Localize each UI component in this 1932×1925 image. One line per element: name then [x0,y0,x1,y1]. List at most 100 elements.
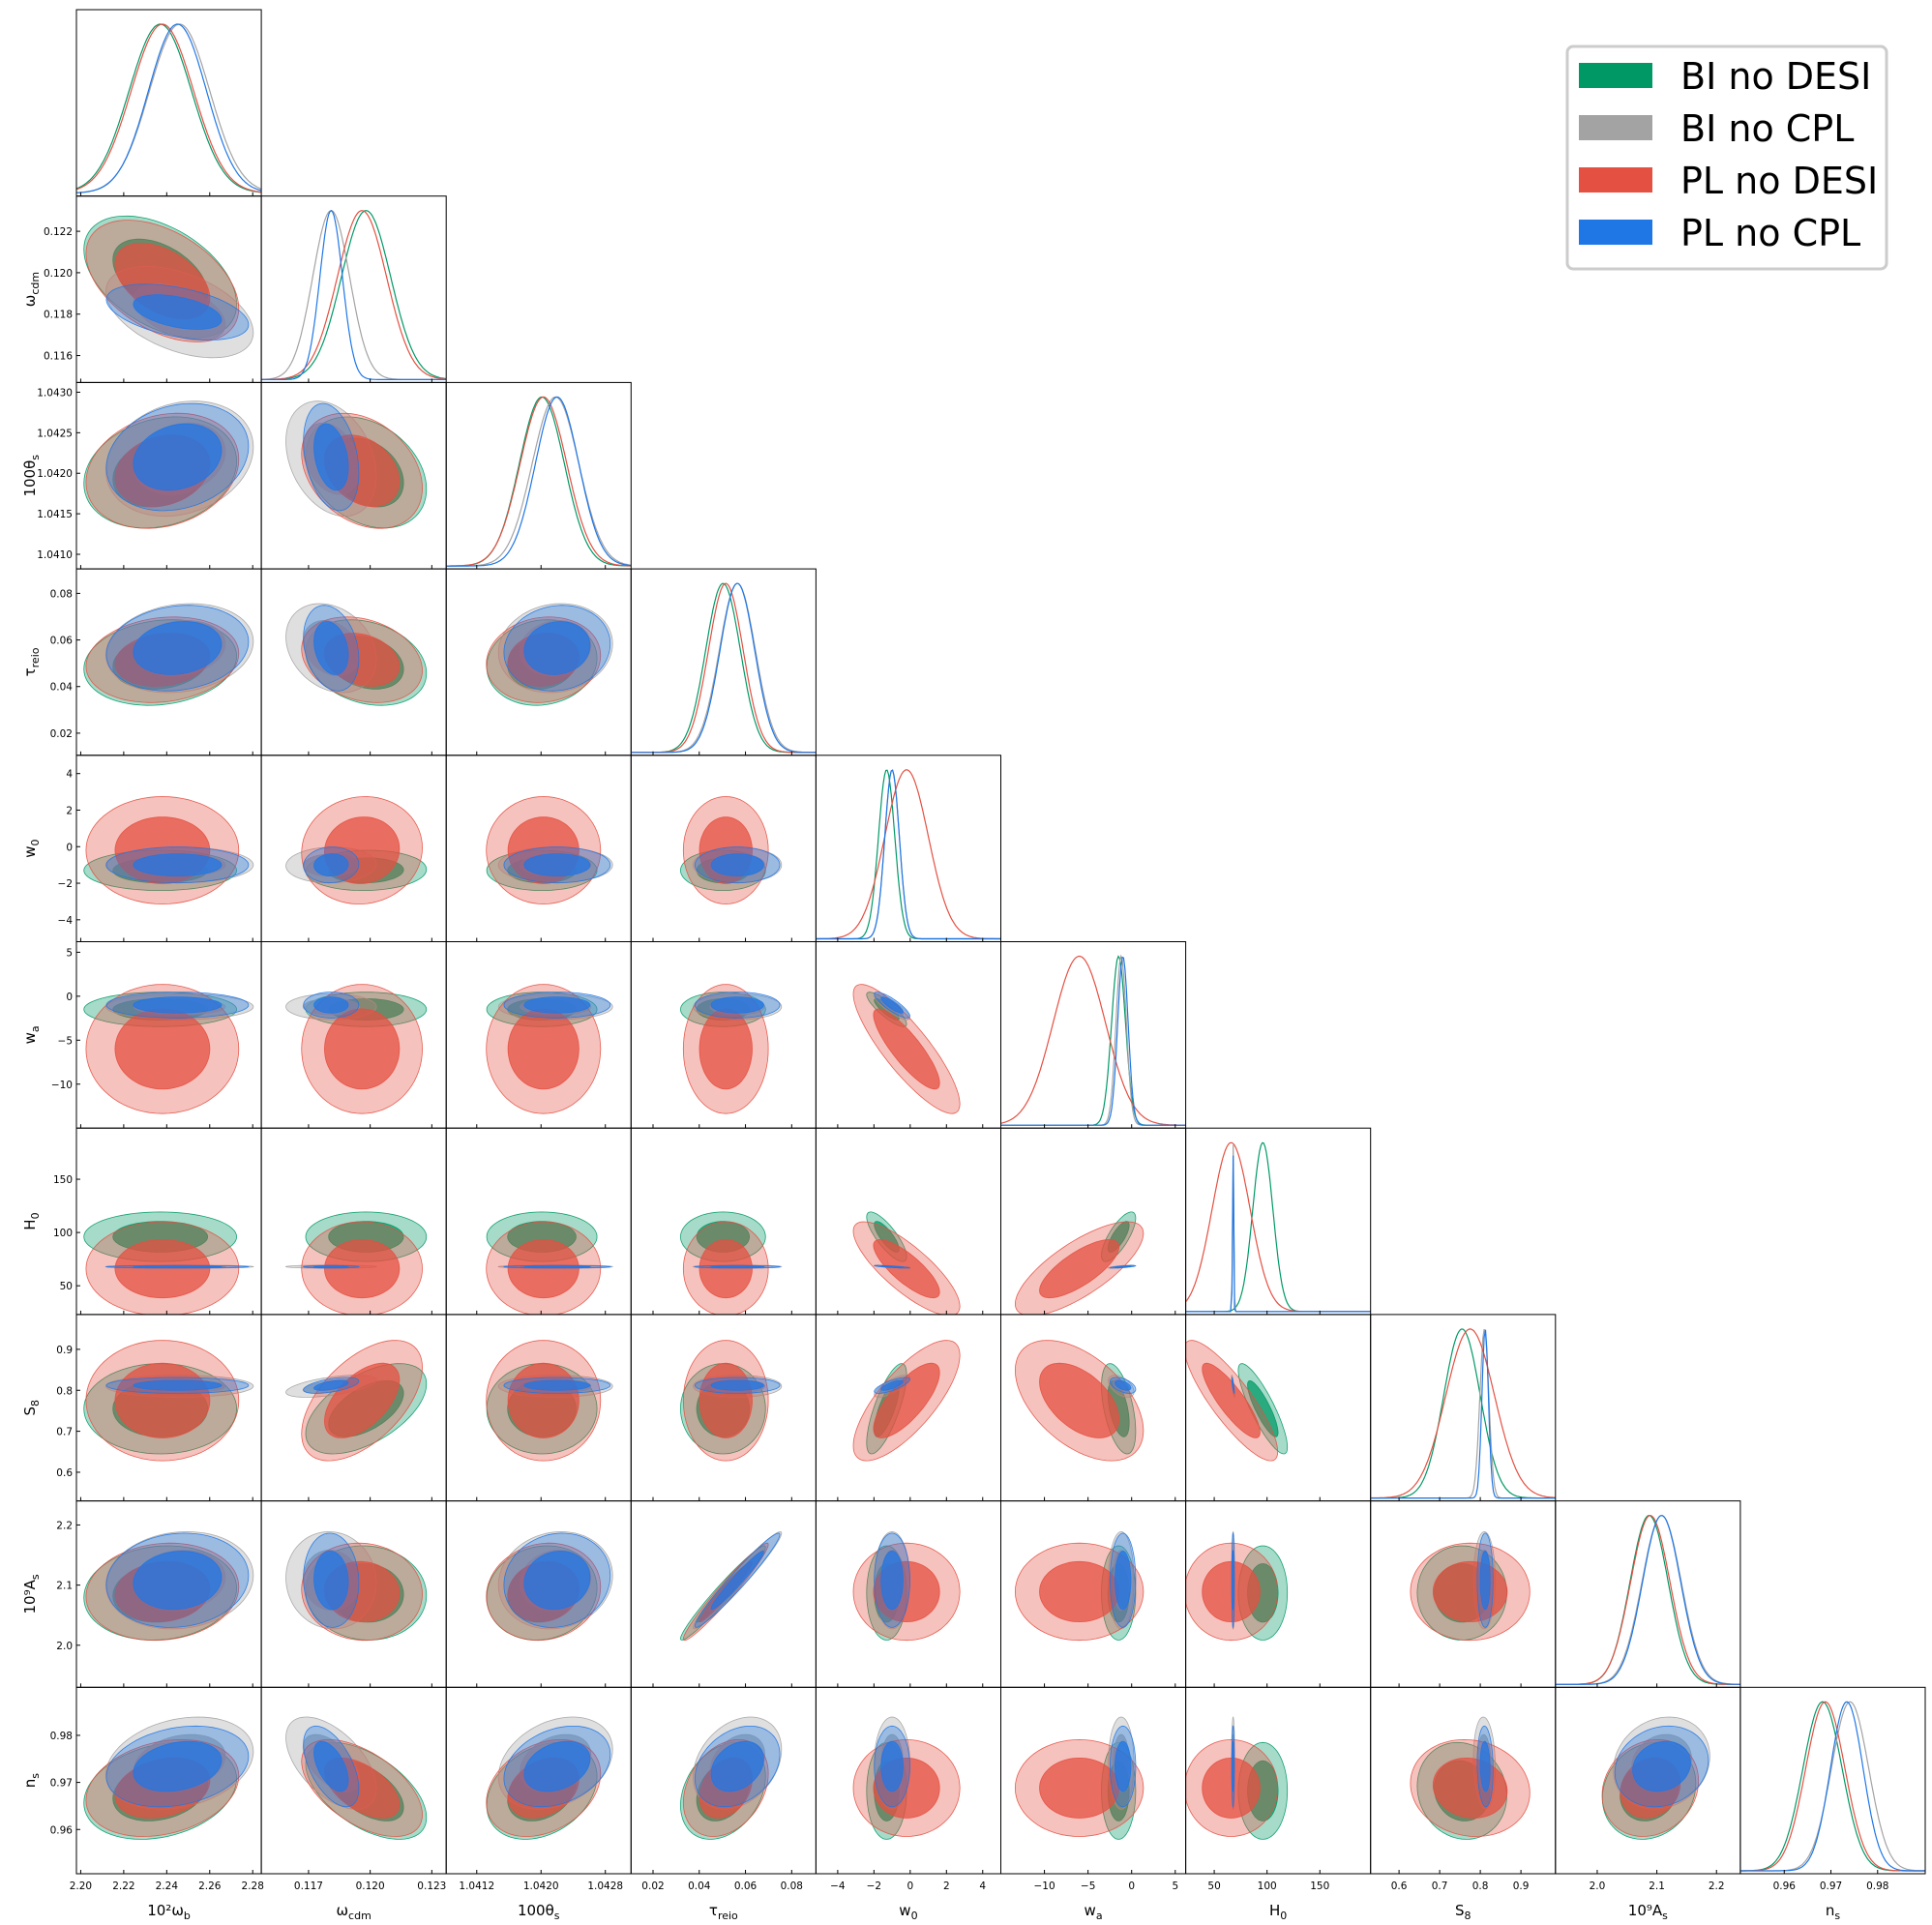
panel-plot [83,400,254,529]
y-tick-label: 0.8 [56,1385,73,1397]
x-tick-label: 1.0420 [523,1881,559,1892]
panel-frame [1185,1127,1372,1316]
x-tick-label: 2 [943,1881,950,1892]
x-tick-label: 0.123 [417,1881,446,1892]
panel-wa-wa [1000,941,1187,1129]
panel-w0-w0 [815,755,1002,942]
contour-68-pl-no-desi [873,1008,940,1090]
axis-label-main: ω [336,1902,348,1919]
marginal-curve-bi-no-cpl-ns [1739,1701,1925,1872]
y-axis-label-w0: w0 [21,840,42,858]
contour-68-pl-no-cpl [880,1550,904,1611]
panel-frame [1555,1500,1741,1688]
panel-wa-S8 [1000,1314,1187,1502]
y-tick-label: 4 [66,769,73,781]
y-tick-label: 0.96 [50,1824,74,1836]
contour-68-pl-no-cpl [133,1740,223,1792]
y-tick-label: 5 [66,947,73,959]
x-tick-label: 0.04 [688,1881,711,1892]
x-tick-label: 2.0 [1590,1881,1606,1892]
axis-label-main: w [1085,1902,1096,1919]
axis-label-main: S [21,1407,39,1416]
y-tick-label: −10 [51,1080,73,1091]
axis-label-subscript: s [29,1773,42,1779]
panel-plot [285,400,428,529]
axis-label-subscript: reio [29,647,42,667]
contour-68-pl-no-desi [698,1362,753,1438]
contour-68-pl-no-cpl [1115,1740,1132,1792]
marginal-curve-bi-no-cpl-w0 [816,769,1001,940]
marginal-curve-bi-no-cpl-H0 [1185,1144,1371,1313]
panel-plot [852,1716,961,1840]
marginal-curve-bi-no-desi-As [1555,1514,1740,1685]
contour-68-pl-no-cpl [133,423,223,491]
panel-w0-ns: −4 −2 0 2 4 [815,1686,1002,1892]
x-tick-label: 50 [1207,1881,1220,1892]
axis-label-subscript: s [554,1910,560,1922]
marginal-curve-pl-no-cpl-H0 [1185,1155,1371,1313]
x-tick-label: 0.02 [641,1881,664,1892]
panel-theta_s-theta_s [445,381,632,570]
panel-plot [284,1211,428,1315]
panel-omega_b-S8: 0.9 0.8 0.7 0.6 [56,1314,262,1502]
y-tick-label: 1.0415 [37,509,73,520]
contour-68-pl-no-desi [507,1238,580,1299]
axis-label-main: n [21,1779,39,1789]
contour-68-pl-no-cpl [523,1379,591,1391]
panel-plot [852,984,961,1114]
panel-frame [815,755,1002,942]
axis-label-main: ω [21,295,39,308]
panel-plot [1410,1716,1531,1840]
contour-68-pl-no-cpl [880,1379,904,1391]
y-tick-label: 0.9 [56,1345,73,1356]
axis-label-subscript: reio [718,1910,738,1922]
panel-S8-S8 [1370,1314,1557,1502]
contour-68-pl-no-cpl [133,853,223,876]
axis-label-subscript: 0 [29,1212,42,1219]
panel-plot [83,984,254,1114]
panel-frame [1739,1686,1926,1875]
panel-H0-ns: 50 100 150 [1185,1686,1372,1892]
panel-omega_cdm-theta_s [260,381,447,570]
legend-swatch [1579,115,1652,140]
panel-tau_reio-w0 [630,755,817,942]
contour-68-pl-no-desi [873,1362,940,1438]
axis-label-subscript: s [1662,1910,1668,1922]
x-tick-label: 0.7 [1432,1881,1448,1892]
legend-label: BI no CPL [1680,107,1854,150]
marginal-curve-pl-no-desi-theta_s [446,396,632,567]
axis-label-subscript: s [29,455,42,460]
contour-68-pl-no-cpl [1232,1379,1234,1391]
marginal-curve-pl-no-cpl-ns [1739,1701,1925,1872]
panel-omega_cdm-H0 [260,1127,447,1316]
x-tick-label: 5 [1172,1881,1178,1892]
panel-S8-ns: 0.6 0.7 0.8 0.9 [1370,1686,1557,1892]
y-tick-label: 0 [66,992,73,1003]
x-tick-label: 2.1 [1649,1881,1665,1892]
panel-frame [1370,1314,1557,1502]
panel-plot [1014,1530,1144,1642]
y-axis-label-omega_cdm: ωcdm [21,272,42,307]
y-tick-label: 2 [66,805,73,816]
x-tick-label: 0.117 [294,1881,323,1892]
panel-w0-H0 [815,1127,1002,1316]
marginal-curve-pl-no-desi-omega_b [76,23,262,193]
panel-tau_reio-wa [630,941,817,1129]
marginal-curve-bi-no-cpl-S8 [1370,1328,1556,1499]
contour-68-pl-no-cpl [880,1740,904,1792]
marginal-curve-pl-no-desi-tau_reio [631,582,817,754]
contour-68-pl-no-desi [1039,1757,1120,1819]
panel-plot [285,1530,428,1642]
x-tick-label: 0.120 [356,1881,385,1892]
contour-68-pl-no-cpl [523,853,591,876]
contour-68-pl-no-cpl [1115,1379,1132,1391]
marginal-curve-bi-no-desi-ns [1739,1701,1925,1872]
panel-plot [1000,954,1186,1126]
y-tick-label: 0.02 [50,728,73,740]
contour-68-pl-no-cpl [133,1379,223,1391]
marginal-curve-pl-no-cpl-omega_cdm [261,209,447,380]
x-axis-label-omega_b: 10²ωb [147,1902,191,1922]
contour-68-pl-no-cpl [523,1550,591,1611]
marginal-curve-pl-no-cpl-theta_s [446,396,632,567]
panel-omega_cdm-w0 [260,755,447,942]
